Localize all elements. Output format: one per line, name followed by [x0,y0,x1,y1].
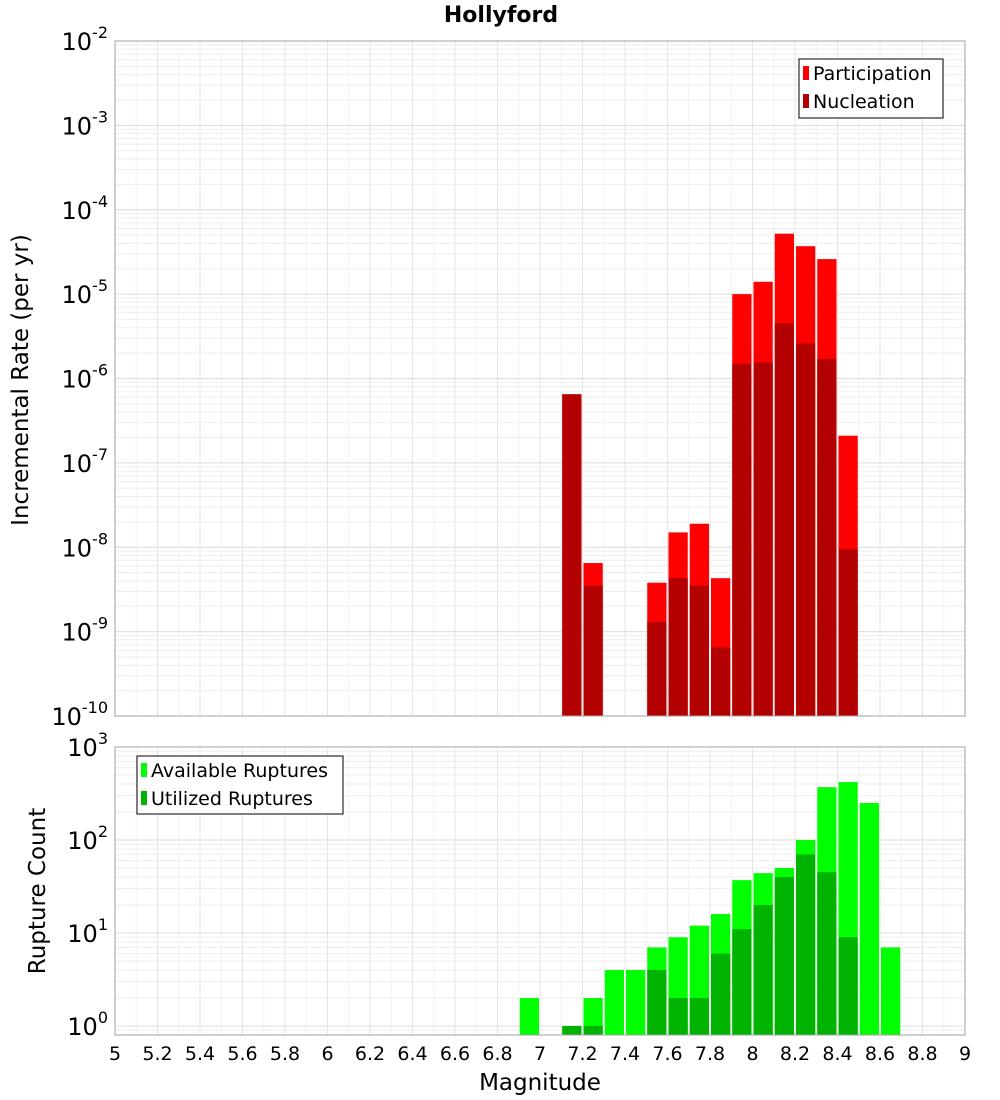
top-bar-nucleation [562,394,582,716]
top-bar-nucleation [796,343,816,716]
bottom-bar-utilized-ruptures [668,997,688,1035]
top-y-tick-label: 10-8 [62,529,109,562]
legend-label-participation: Participation [813,63,932,85]
x-tick-label: 7.4 [610,1043,640,1065]
x-tick-label: 7 [534,1043,546,1065]
legend-swatch-nucleation [803,94,809,108]
top-legend-box [798,58,944,119]
bottom-bar-available-ruptures [626,969,646,1035]
top-legend: Participation Nucleation [798,58,944,119]
bottom-y-tick-labels: 100 101 102 103 [67,729,108,1041]
x-tick-label: 6.2 [355,1043,385,1065]
bottom-bar-utilized-ruptures [583,1025,603,1035]
x-tick-label: 8 [746,1043,758,1065]
x-tick-label: 7.8 [695,1043,725,1065]
bottom-bar-utilized-ruptures [774,877,794,1035]
x-tick-label: 6.4 [397,1043,427,1065]
bottom-bar-utilized-ruptures [817,872,837,1035]
top-bar-nucleation [668,578,688,716]
x-tick-label: 7.2 [567,1043,597,1065]
bottom-bar-utilized-ruptures [562,1025,582,1035]
bottom-legend: Available Ruptures Utilized Ruptures [136,755,344,815]
top-bar-nucleation [817,359,837,716]
bottom-bar-utilized-ruptures [753,904,773,1035]
legend-swatch-available [141,763,147,777]
x-tick-label: 8.8 [907,1043,937,1065]
legend-label-utilized: Utilized Ruptures [151,788,313,810]
bottom-bar-utilized-ruptures [838,937,858,1035]
x-tick-label: 8.4 [822,1043,852,1065]
legend-swatch-utilized [141,791,147,805]
x-tick-label: 6 [321,1043,333,1065]
x-tick-label: 7.6 [652,1043,682,1065]
top-y-tick-label: 10-7 [62,445,109,478]
x-tick-label: 6.6 [440,1043,470,1065]
bottom-bar-utilized-ruptures [732,929,752,1035]
x-tick-label: 9 [959,1043,971,1065]
top-y-tick-label: 10-4 [62,192,109,225]
top-y-tick-label: 10-2 [62,23,109,56]
top-y-tick-label: 10-6 [62,361,109,394]
top-bar-nucleation [647,622,667,716]
top-y-tick-label: 10-10 [51,698,108,731]
legend-swatch-participation [803,66,809,80]
x-tick-label: 5.8 [270,1043,300,1065]
bottom-bar-available-ruptures [604,969,624,1035]
bottom-panel-bars [519,782,901,1035]
legend-label-available: Available Ruptures [151,760,328,782]
bottom-bar-utilized-ruptures [711,953,731,1035]
top-y-tick-labels: 10-10 10-9 10-8 10-7 10-6 10-5 10-4 10-3 10-2 [51,23,108,731]
top-bar-nucleation [838,549,858,716]
top-bar-nucleation [711,647,731,716]
bottom-bar-utilized-ruptures [647,969,667,1035]
bottom-legend-box [136,755,344,815]
top-bar-nucleation [753,362,773,716]
bottom-bar-utilized-ruptures [689,997,709,1035]
bottom-bar-available-ruptures [583,997,603,1035]
top-panel-bars [562,233,858,716]
top-bar-nucleation [689,585,709,716]
bottom-bar-utilized-ruptures [796,854,816,1035]
bottom-y-tick-label: 101 [67,915,108,948]
x-tick-label: 6.8 [482,1043,512,1065]
top-y-tick-label: 10-3 [62,107,109,140]
bottom-bar-available-ruptures [881,947,901,1035]
top-y-tick-label: 10-5 [62,276,109,309]
bottom-panel-frame [114,746,966,1036]
x-tick-label: 5.2 [142,1043,172,1065]
x-tick-label: 8.6 [865,1043,895,1065]
legend-label-nucleation: Nucleation [813,91,915,113]
x-tick-label: 8.2 [780,1043,810,1065]
top-panel-grid [115,41,966,717]
x-tick-label: 5.4 [185,1043,215,1065]
x-axis-label: Magnitude [479,1070,601,1096]
top-y-tick-label: 10-9 [62,614,109,647]
bottom-y-tick-label: 103 [67,729,108,762]
chart-title: Hollyford [444,3,558,28]
top-bar-nucleation [732,363,752,716]
top-bar-nucleation [774,323,794,716]
top-panel-frame [114,40,966,717]
bottom-bar-available-ruptures [519,997,539,1035]
bottom-y-tick-label: 100 [67,1008,108,1041]
bottom-bar-available-ruptures [859,802,879,1035]
bottom-y-tick-label: 102 [67,822,108,855]
top-y-axis-label: Incremental Rate (per yr) [8,234,34,526]
top-bar-nucleation [583,585,603,716]
x-tick-label: 5.6 [227,1043,257,1065]
x-tick-label: 5 [109,1043,121,1065]
bottom-y-axis-label: Rupture Count [25,808,51,974]
x-tick-labels: 5 5.2 5.4 5.6 5.8 6 6.2 6.4 6.6 6.8 7 7.2 7.4 7.6 7.8 8… [109,1043,971,1065]
